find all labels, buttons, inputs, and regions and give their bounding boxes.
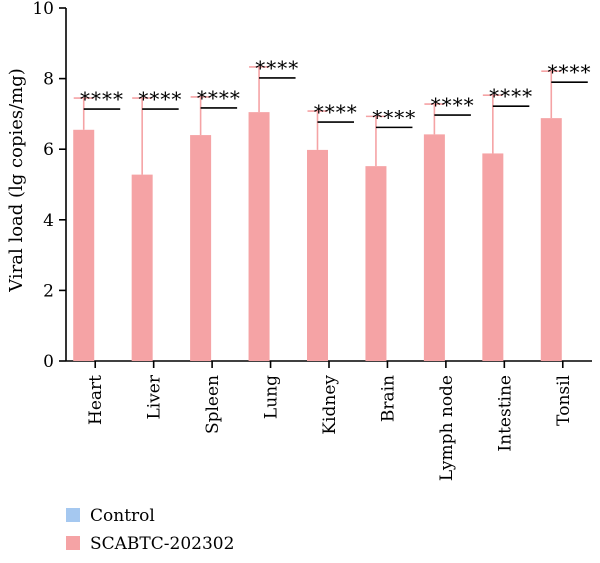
significance-stars: **** [489, 84, 533, 108]
significance-stars: **** [548, 60, 592, 84]
significance-stars: **** [138, 87, 182, 111]
bar-scabtc [482, 153, 504, 361]
legend-label-scabtc: SCABTC-202302 [90, 534, 234, 554]
category-label: Lung [262, 375, 282, 419]
category-label: Heart [86, 375, 106, 425]
legend-swatch-scabtc [66, 536, 80, 550]
significance-stars: **** [431, 93, 475, 117]
category-label: Spleen [203, 375, 223, 434]
y-axis-title: Viral load (lg copies/mg) [6, 68, 27, 293]
significance-annotations: **** **** **** **** **** **** **** **** **** [80, 56, 592, 129]
category-label: Liver [145, 374, 165, 419]
error-bars [73, 66, 562, 175]
axes [59, 7, 592, 368]
category-label: Intestine [495, 375, 515, 452]
bar-scabtc [307, 149, 328, 361]
y-tick-label: 8 [43, 70, 54, 90]
legend-swatch-control [66, 508, 80, 522]
category-label: Kidney [320, 375, 340, 435]
significance-stars: **** [255, 56, 299, 80]
bar-scabtc [73, 129, 95, 361]
category-label: Lymph node [437, 375, 457, 481]
legend: Control SCABTC-202302 [66, 506, 234, 554]
category-labels: Heart Liver Spleen Lung Kidney Brain Lymph nod… [86, 374, 574, 481]
bar-scabtc [190, 135, 212, 361]
bar-scabtc [131, 174, 153, 361]
bar-scabtc [540, 118, 562, 361]
significance-stars: **** [197, 86, 241, 110]
bar-scabtc [365, 166, 387, 361]
tick-labels: 0 2 4 6 8 10 [32, 0, 54, 372]
y-tick-label: 10 [32, 0, 54, 19]
bar-scabtc [248, 112, 270, 361]
y-tick-label: 0 [43, 352, 54, 372]
bar-scabtc [423, 134, 445, 361]
bars [73, 112, 562, 361]
y-tick-label: 4 [43, 211, 54, 231]
significance-stars: **** [314, 100, 358, 124]
y-tick-label: 6 [43, 140, 54, 160]
y-tick-label: 2 [43, 281, 54, 301]
significance-stars: **** [80, 87, 124, 111]
category-label: Brain [378, 375, 398, 422]
significance-stars: **** [372, 105, 416, 129]
category-label: Tonsil [554, 375, 574, 426]
legend-label-control: Control [90, 506, 155, 526]
